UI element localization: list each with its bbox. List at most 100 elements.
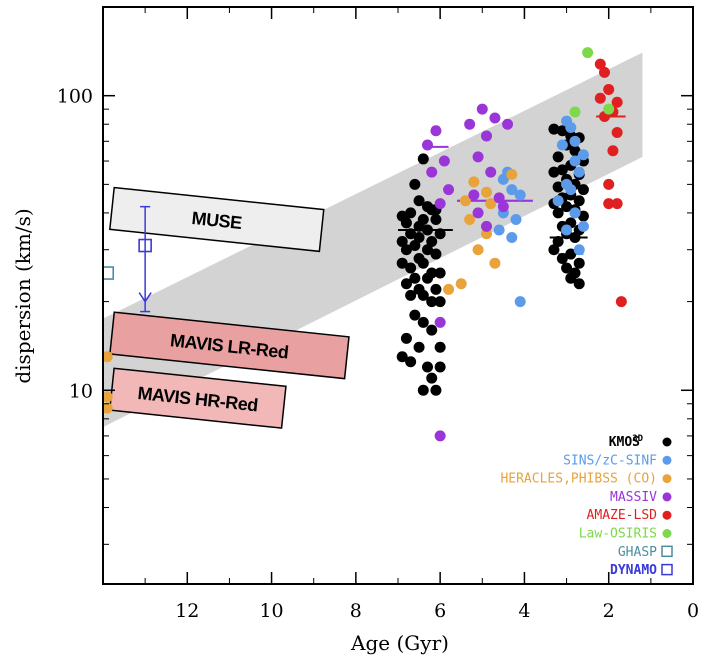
data-point (569, 232, 581, 244)
data-point (422, 244, 433, 256)
data-point (599, 66, 610, 78)
axis-tick-labels: 12 10 8 6 4 2 0 10 100 (57, 86, 699, 622)
axis-ticks (103, 6, 694, 584)
data-point (426, 372, 438, 384)
data-point (400, 217, 412, 229)
legend-marker (662, 474, 672, 484)
data-point (455, 278, 467, 290)
data-point (569, 155, 581, 167)
data-point (417, 257, 429, 269)
data-point (603, 198, 615, 210)
data-point (506, 169, 518, 181)
data-point (552, 151, 564, 163)
instrument-box-rect (108, 367, 287, 429)
data-point (434, 296, 446, 308)
data-point (569, 135, 581, 147)
data-point (573, 278, 585, 290)
instrument-box-1: MAVIS LR-Red (109, 311, 350, 380)
data-point (514, 189, 526, 201)
data-point (396, 235, 408, 247)
data-point (438, 155, 450, 167)
data-point (577, 210, 589, 222)
legend-entry: DYNAMO (610, 563, 673, 578)
data-point (573, 244, 585, 256)
data-point (426, 166, 438, 178)
data-point (426, 324, 438, 336)
data-point (413, 220, 425, 232)
data-point (603, 178, 615, 190)
data-point (485, 198, 497, 210)
data-point (565, 248, 577, 260)
data-point (481, 220, 492, 232)
data-point (485, 166, 497, 178)
x-tick-label: 4 (518, 600, 530, 622)
data-point (573, 195, 585, 207)
data-point (430, 384, 442, 396)
x-tick-label: 10 (259, 600, 283, 622)
legend-label: SINS/zC-SINF (563, 453, 657, 468)
data-point (396, 257, 408, 269)
data-point (497, 201, 509, 213)
data-point (405, 289, 417, 301)
data-point (489, 257, 501, 269)
data-point (434, 341, 446, 353)
series-massiv (422, 103, 514, 442)
data-point (459, 195, 471, 207)
data-point (514, 296, 526, 308)
data-point (573, 166, 585, 178)
series-sins-zc-sinf (493, 115, 589, 308)
data-point (400, 332, 412, 344)
data-point (577, 220, 589, 232)
data-point (561, 201, 573, 213)
data-point (468, 176, 480, 188)
legend-marker (662, 455, 672, 465)
data-point (552, 181, 564, 193)
data-point (422, 272, 433, 284)
legend-entry: MASSIV (610, 490, 672, 505)
data-point (565, 272, 577, 284)
data-point (481, 130, 492, 142)
data-point (603, 83, 615, 95)
data-point (481, 186, 492, 198)
data-point (405, 207, 417, 219)
data-point (548, 244, 560, 256)
data-point (409, 240, 421, 252)
data-points (103, 47, 627, 442)
data-point (611, 96, 623, 108)
data-point (548, 166, 560, 178)
data-point (443, 283, 455, 295)
data-point (422, 139, 433, 151)
y-axis-label: dispersion (km/s) (11, 208, 35, 383)
series-amaze-lsd (594, 58, 627, 308)
legend-label: HERACLES,PHIBSS (CO) (500, 472, 657, 487)
legend-entry: AMAZE-LSD (587, 508, 672, 523)
data-point (577, 149, 589, 161)
data-point (417, 153, 429, 165)
data-point (573, 257, 585, 269)
data-point (603, 103, 615, 115)
series-kmos (396, 123, 589, 396)
data-point (400, 244, 412, 256)
legend-label: KMOS (609, 435, 640, 450)
legend-marker (662, 437, 672, 447)
data-point (103, 351, 113, 363)
data-point (413, 195, 425, 207)
data-point (556, 164, 568, 176)
data-point (464, 213, 476, 225)
x-tick-label: 6 (434, 600, 446, 622)
legend-entry: Law-OSIRIS (579, 527, 672, 542)
y-tick-label: 10 (69, 380, 93, 402)
data-point (434, 316, 446, 328)
data-point (434, 267, 446, 279)
data-point (577, 184, 589, 196)
x-axis-label: Age (Gyr) (350, 631, 449, 655)
data-point (615, 296, 627, 308)
data-point (434, 430, 446, 442)
data-point (443, 184, 455, 196)
data-point (472, 207, 484, 219)
legend-superscript: 3D (632, 434, 643, 444)
